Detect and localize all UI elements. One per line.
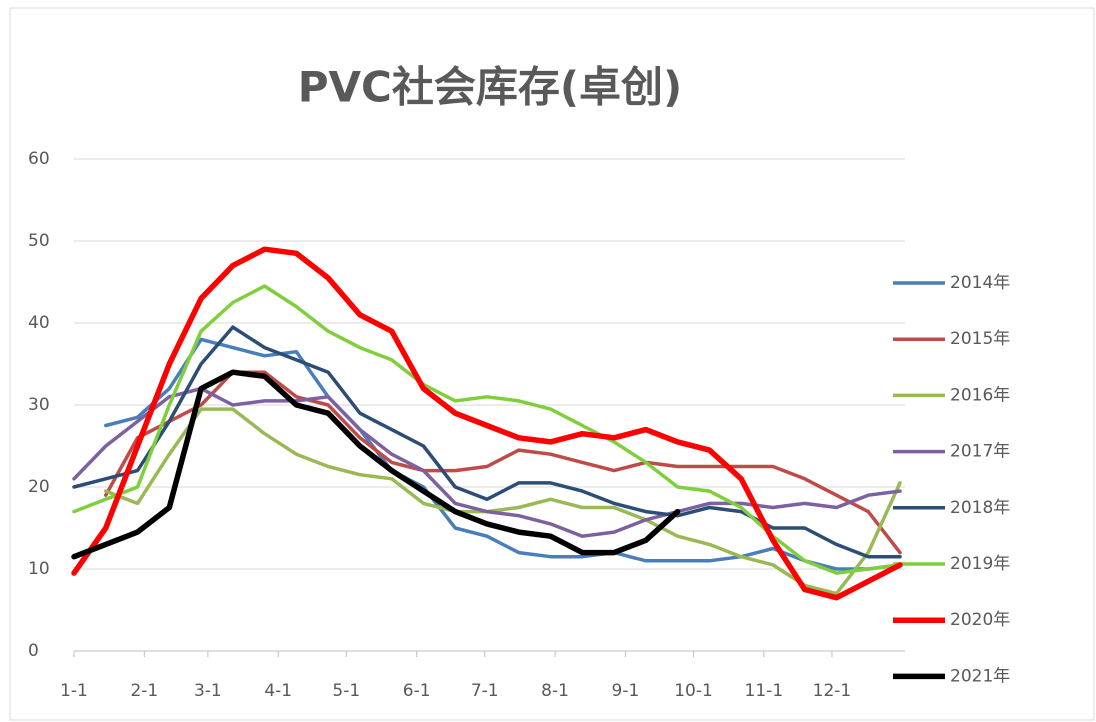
legend-label: 2019年 (950, 554, 1010, 574)
y-tick-label: 20 (28, 477, 50, 497)
x-tick-label: 5-1 (332, 681, 360, 701)
legend-label: 2021年 (950, 666, 1010, 686)
x-tick-label: 7-1 (471, 681, 499, 701)
legend-label: 2014年 (950, 273, 1010, 293)
legend-label: 2020年 (950, 610, 1010, 630)
y-tick-label: 0 (28, 641, 39, 661)
x-tick-label: 8-1 (541, 681, 569, 701)
x-tick-label: 1-1 (60, 681, 88, 701)
x-tick-label: 12-1 (813, 681, 852, 701)
legend-label: 2015年 (950, 329, 1010, 349)
series-line (71, 246, 903, 601)
series-line (71, 369, 681, 560)
y-tick-label: 50 (28, 231, 50, 251)
series-line (104, 337, 902, 571)
x-tick-label: 10-1 (674, 681, 713, 701)
x-tick-label: 4-1 (264, 681, 292, 701)
y-tick-label: 10 (28, 559, 50, 579)
x-tick-label: 6-1 (403, 681, 431, 701)
x-tick-label: 2-1 (130, 681, 158, 701)
series-line (72, 386, 902, 538)
y-tick-label: 60 (28, 149, 50, 169)
legend-label: 2017年 (950, 442, 1010, 462)
legend-label: 2018年 (950, 498, 1010, 518)
x-tick-label: 3-1 (194, 681, 222, 701)
series-line (72, 284, 902, 575)
x-tick-label: 11-1 (745, 681, 784, 701)
chart-frame (9, 7, 1095, 721)
y-tick-label: 40 (28, 313, 50, 333)
legend-label: 2016年 (950, 385, 1010, 405)
series-line (104, 407, 902, 596)
chart-title: PVC社会库存(卓创) (298, 63, 683, 112)
x-tick-label: 9-1 (612, 681, 640, 701)
y-tick-label: 30 (28, 395, 50, 415)
